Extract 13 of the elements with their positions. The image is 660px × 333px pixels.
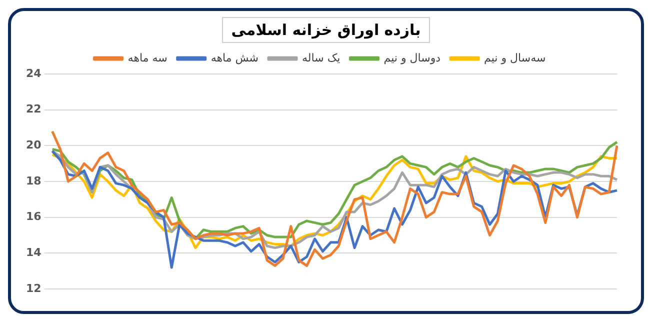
y-tick-label: 24 [26, 66, 42, 80]
y-tick-label: 14 [26, 246, 42, 260]
y-tick-label: 22 [26, 102, 42, 116]
legend-label: سه ماهه [128, 51, 168, 64]
y-tick-label: 16 [26, 210, 42, 224]
legend-label: سه‌سال و نیم [484, 51, 546, 64]
y-tick-label: 12 [26, 282, 42, 295]
chart-title: بازده اوراق خزانه اسلامی [222, 17, 430, 43]
legend-label: شش ماهه [210, 51, 259, 64]
y-tick-label: 18 [26, 174, 42, 188]
legend-label: یک ساله [302, 51, 340, 64]
legend-label: دوسال و نیم [384, 51, 441, 64]
y-tick-label: 20 [26, 138, 42, 152]
